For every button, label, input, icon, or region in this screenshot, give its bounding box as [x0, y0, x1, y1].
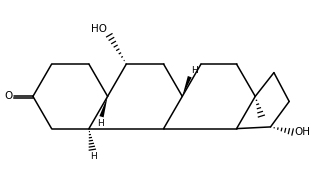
Text: O: O: [4, 91, 12, 101]
Text: H: H: [191, 66, 198, 75]
Text: HO: HO: [91, 24, 107, 34]
Polygon shape: [100, 96, 108, 117]
Polygon shape: [182, 76, 192, 96]
Text: OH: OH: [295, 127, 311, 137]
Text: H: H: [97, 119, 104, 128]
Text: H: H: [90, 152, 97, 161]
